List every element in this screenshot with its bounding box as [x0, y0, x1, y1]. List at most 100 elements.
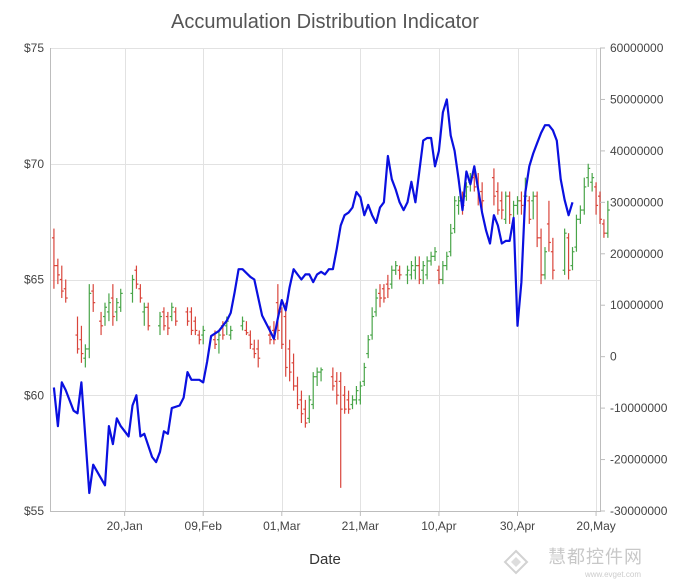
candle	[55, 258, 60, 285]
candle	[118, 288, 123, 312]
candle	[295, 376, 300, 410]
candle	[444, 251, 449, 271]
candle	[106, 293, 111, 322]
candle	[303, 399, 308, 428]
candle	[173, 307, 178, 326]
candle	[393, 260, 398, 275]
candle	[138, 284, 143, 303]
chart-title: Accumulation Distribution Indicator	[171, 11, 479, 33]
candle	[550, 237, 555, 280]
candle	[574, 214, 579, 252]
candle	[499, 191, 504, 220]
candle	[330, 367, 335, 391]
candle	[51, 228, 56, 289]
candle	[562, 228, 567, 275]
candle	[594, 182, 599, 215]
candle	[433, 247, 437, 261]
left-y-tick-labels: $55 $60 $65 $70 $75	[24, 41, 44, 518]
candle	[244, 321, 249, 336]
x-tick-label: 01,Mar	[263, 519, 300, 533]
candle	[440, 260, 445, 285]
right-y-tick-label: 10000000	[610, 298, 664, 312]
candle	[358, 381, 363, 405]
candle	[130, 274, 135, 303]
left-y-tick-label: $65	[24, 273, 44, 287]
left-y-tick-label: $55	[24, 504, 44, 518]
candle	[275, 284, 280, 340]
x-tick-label: 09,Feb	[185, 519, 223, 533]
candle	[417, 256, 422, 285]
right-y-tick-label: 50000000	[610, 92, 664, 106]
candle	[103, 302, 107, 326]
candle	[291, 353, 296, 391]
candle	[169, 302, 174, 322]
candle	[338, 372, 343, 488]
candle	[87, 284, 92, 359]
candle	[605, 200, 610, 238]
candle	[586, 163, 591, 187]
candlestick-series	[51, 163, 610, 488]
candle	[342, 385, 347, 414]
candle	[374, 288, 379, 317]
candle	[535, 191, 540, 248]
candle	[409, 260, 414, 280]
candle	[578, 205, 583, 224]
candle	[279, 307, 284, 349]
x-tick-label: 30,Apr	[500, 519, 535, 533]
candle	[539, 228, 544, 285]
candle	[385, 274, 390, 299]
candle	[389, 265, 394, 289]
candle	[527, 196, 532, 224]
candle	[354, 385, 359, 405]
candle	[405, 265, 410, 285]
x-tick-label: 20,May	[576, 519, 615, 533]
candle	[319, 367, 324, 382]
candle	[413, 256, 418, 280]
candle	[350, 395, 355, 410]
candle	[598, 191, 602, 224]
candle	[99, 311, 104, 336]
candle	[307, 395, 312, 424]
right-y-tick-label: 0	[610, 350, 617, 364]
candle	[601, 219, 606, 238]
candle	[287, 339, 292, 382]
right-y-tick-label: 60000000	[610, 41, 664, 55]
left-y-tick-label: $75	[24, 41, 44, 55]
candle	[397, 265, 402, 280]
candle	[429, 251, 434, 266]
right-y-tick-labels: -30000000 -20000000 -10000000 0 10000000 2000…	[600, 41, 668, 518]
left-y-tick-label: $60	[24, 388, 44, 402]
left-y-tick-label: $70	[24, 157, 44, 171]
candle	[161, 307, 166, 331]
candle	[480, 182, 485, 211]
candle	[240, 316, 245, 331]
right-y-tick-label: 30000000	[610, 195, 664, 209]
right-y-tick-label: 40000000	[610, 144, 664, 158]
candle	[189, 307, 194, 336]
candle	[197, 330, 202, 345]
candle	[425, 256, 430, 280]
candle	[570, 247, 575, 271]
watermark-subtext: www.evget.com	[584, 570, 641, 579]
candle	[142, 302, 147, 326]
candle	[165, 311, 170, 336]
right-y-tick-label: 20000000	[610, 247, 664, 261]
candle	[193, 316, 198, 336]
candle	[79, 325, 84, 363]
candle	[590, 173, 595, 192]
candle	[436, 265, 441, 285]
candle	[491, 168, 496, 206]
x-axis-title: Date	[309, 551, 341, 568]
candle	[134, 265, 139, 289]
x-tick-label: 21,Mar	[342, 519, 379, 533]
candle	[228, 325, 233, 340]
candle	[252, 339, 257, 359]
x-tick-label: 20,Jan	[107, 519, 143, 533]
candle	[566, 233, 571, 280]
candle	[456, 196, 461, 215]
watermark-text: 慧都控件网	[548, 547, 643, 567]
candle	[158, 311, 162, 336]
candle	[63, 279, 68, 303]
candle	[362, 362, 367, 386]
